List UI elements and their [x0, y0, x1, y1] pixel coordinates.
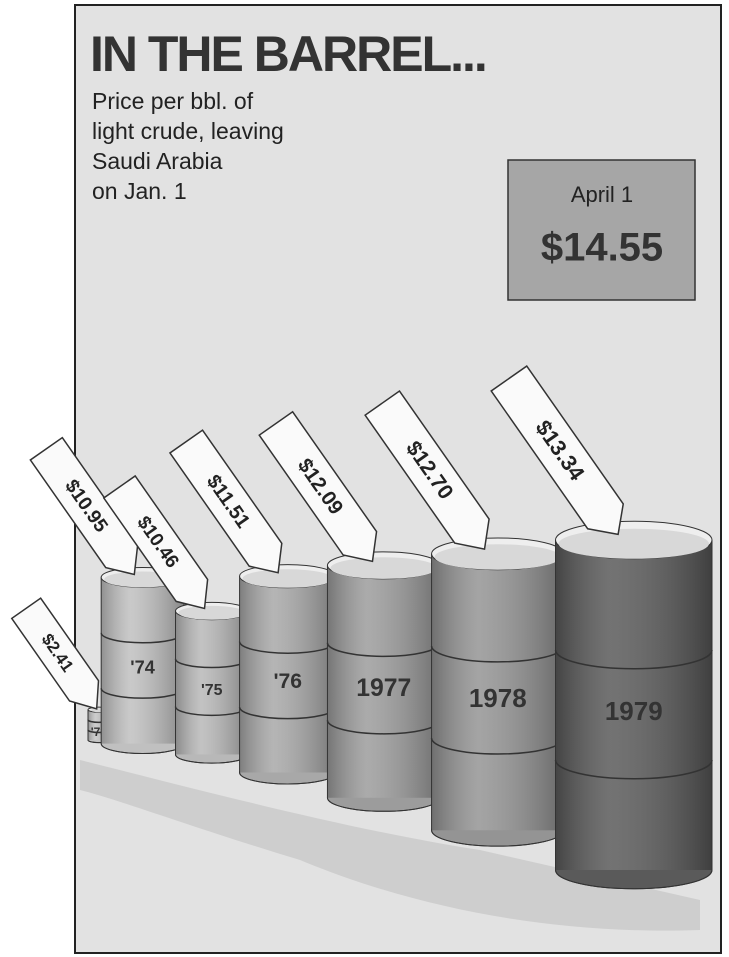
- barrel: 1978: [432, 538, 564, 846]
- annotation-value: $14.55: [541, 226, 663, 270]
- barrel-inner: [179, 606, 246, 620]
- chart: IN THE BARREL... April 1 $14.55 Price pe…: [0, 0, 729, 957]
- subtitle-line: Saudi Arabia: [92, 148, 223, 174]
- subtitle-line: Price per bbl. of: [92, 88, 254, 114]
- subtitle-line: on Jan. 1: [92, 178, 187, 204]
- barrel: 1977: [327, 552, 440, 811]
- barrel: '75: [176, 602, 249, 763]
- barrel-inner: [330, 557, 437, 579]
- category-label: 1977: [356, 675, 411, 702]
- barrel: '76: [240, 565, 336, 784]
- category-label: 1978: [469, 683, 527, 713]
- category-label: '76: [273, 670, 302, 693]
- subtitle-line: light crude, leaving: [92, 118, 284, 144]
- category-label: '74: [130, 657, 155, 677]
- chart-title: IN THE BARREL...: [90, 26, 486, 82]
- barrel-inner: [559, 529, 710, 559]
- barrel: 1979: [556, 521, 713, 889]
- annotation-label: April 1: [571, 182, 633, 207]
- barrel-inner: [243, 569, 333, 587]
- barrel-inner: [435, 544, 561, 569]
- category-label: 1979: [605, 696, 663, 726]
- category-label: '75: [201, 682, 223, 699]
